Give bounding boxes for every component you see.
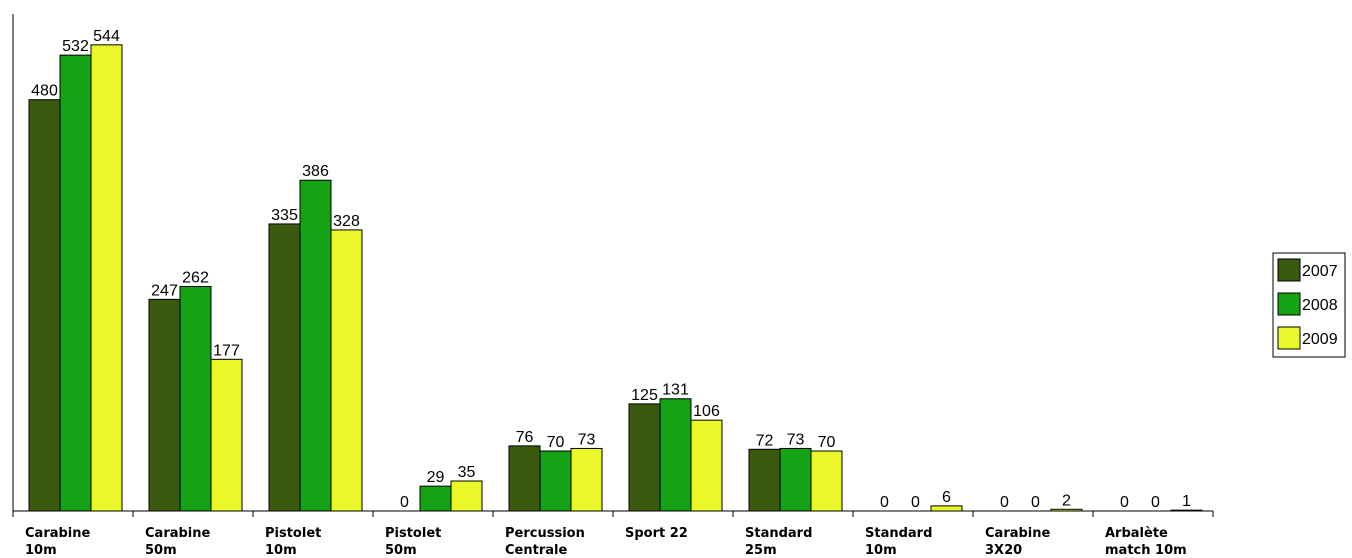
category-label-2-line-1: 10m [265, 543, 297, 558]
bar-2009-cat-5 [690, 419, 723, 512]
value-label-2008-cat-2: 386 [302, 163, 329, 180]
value-label-2007-cat-7: 0 [880, 494, 889, 511]
value-label-2008-cat-4: 70 [547, 434, 565, 451]
value-label-2007-cat-1: 247 [151, 282, 178, 299]
bar-2007-cat-6 [748, 448, 781, 512]
bar-2007-cat-1 [148, 298, 181, 512]
category-label-9-line-1: match 10m [1105, 543, 1187, 558]
category-label-3-line-0: Pistolet [385, 526, 441, 541]
category-label-6-line-0: Standard [745, 526, 812, 541]
bar-2008-cat-5 [659, 398, 692, 512]
category-label-1-line-1: 50m [145, 543, 177, 558]
category-label-1-line-0: Carabine [145, 526, 211, 541]
category-label-0-line-0: Carabine [25, 526, 91, 541]
bar-2008-cat-6 [779, 447, 812, 512]
legend-label-2007: 2007 [1302, 263, 1338, 280]
value-label-2007-cat-3: 0 [400, 494, 409, 511]
category-label-4-line-0: Percussion [505, 526, 585, 541]
category-label-8-line-0: Carabine [985, 526, 1051, 541]
value-label-2008-cat-1: 262 [182, 269, 209, 286]
bar-2007-cat-0 [28, 99, 61, 512]
legend-swatch-2007 [1277, 258, 1301, 282]
legend-swatch-2008 [1277, 292, 1301, 316]
value-label-2008-cat-0: 532 [62, 38, 89, 55]
category-label-9-line-0: Arbalète [1105, 526, 1168, 541]
bar-2008-cat-1 [179, 285, 212, 512]
value-label-2008-cat-8: 0 [1031, 494, 1040, 511]
value-label-2009-cat-7: 6 [942, 489, 951, 506]
category-label-6-line-1: 25m [745, 543, 777, 558]
bar-2009-cat-8 [1050, 508, 1083, 512]
category-label-7-line-0: Standard [865, 526, 932, 541]
bar-2009-cat-6 [810, 450, 843, 512]
value-label-2009-cat-0: 544 [93, 28, 120, 45]
value-label-2009-cat-5: 106 [693, 403, 720, 420]
bar-2008-cat-0 [59, 54, 92, 512]
legend: 2007 2008 2009 [1272, 252, 1346, 358]
value-label-2009-cat-3: 35 [458, 464, 476, 481]
bar-2007-cat-2 [268, 223, 301, 512]
value-label-2007-cat-8: 0 [1000, 494, 1009, 511]
value-label-2009-cat-8: 2 [1062, 492, 1071, 509]
legend-label-2009: 2009 [1302, 331, 1338, 348]
value-label-2008-cat-3: 29 [427, 469, 445, 486]
value-label-2007-cat-5: 125 [631, 387, 658, 404]
category-label-4-line-1: Centrale [505, 543, 567, 558]
category-label-8-line-1: 3X20 [985, 543, 1022, 558]
category-label-0-line-1: 10m [25, 543, 57, 558]
category-label-5-line-0: Sport 22 [625, 526, 688, 541]
value-label-2009-cat-6: 70 [818, 434, 836, 451]
value-label-2008-cat-6: 73 [787, 431, 805, 448]
category-labels: Carabine 10m Carabine 50m Pistolet 10m Pistole… [25, 526, 1187, 558]
bar-2009-cat-3 [450, 480, 483, 512]
bar-2007-cat-4 [508, 445, 541, 512]
value-label-2009-cat-4: 73 [578, 431, 596, 448]
bar-2009-cat-2 [330, 229, 363, 512]
bars [28, 44, 1203, 512]
value-label-2007-cat-2: 335 [271, 207, 298, 224]
value-label-2007-cat-6: 72 [756, 432, 774, 449]
value-label-2007-cat-0: 480 [31, 83, 58, 100]
bar-2009-cat-7 [930, 505, 963, 512]
bar-2008-cat-2 [299, 179, 332, 512]
legend-label-2008: 2008 [1302, 297, 1338, 314]
value-label-2009-cat-2: 328 [333, 213, 360, 230]
value-label-2009-cat-1: 177 [213, 342, 240, 359]
bar-2008-cat-3 [419, 485, 452, 512]
value-label-2008-cat-9: 0 [1151, 494, 1160, 511]
bar-2007-cat-5 [628, 403, 661, 512]
value-label-2008-cat-7: 0 [911, 494, 920, 511]
value-label-2008-cat-5: 131 [662, 382, 689, 399]
bar-2009-cat-1 [210, 358, 243, 512]
category-label-3-line-1: 50m [385, 543, 417, 558]
bar-2009-cat-0 [90, 44, 123, 512]
bar-2009-cat-9 [1170, 509, 1203, 512]
bar-2009-cat-4 [570, 447, 603, 512]
value-label-2009-cat-9: 1 [1182, 493, 1191, 510]
category-label-7-line-1: 10m [865, 543, 897, 558]
value-label-2007-cat-9: 0 [1120, 494, 1129, 511]
value-label-2007-cat-4: 76 [516, 429, 534, 446]
legend-swatch-2009 [1277, 326, 1301, 350]
bar-2008-cat-4 [539, 450, 572, 512]
category-label-2-line-0: Pistolet [265, 526, 321, 541]
